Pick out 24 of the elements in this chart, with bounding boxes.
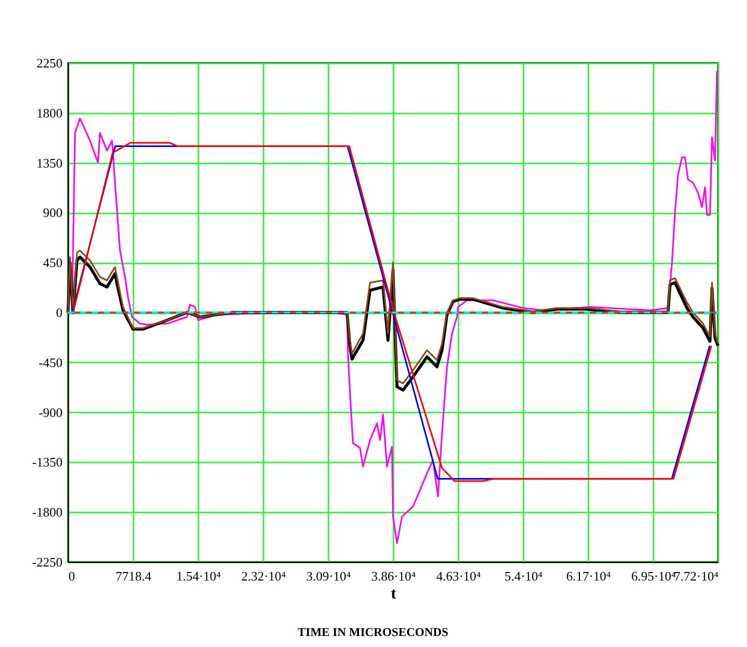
x-tick-label: 7.72·10⁴	[674, 568, 719, 584]
x-tick-label: 7718.4	[116, 568, 152, 584]
x-tick-label: 0	[68, 568, 75, 584]
y-tick-label: -1800	[32, 504, 62, 520]
x-tick-label: 4.63·10⁴	[436, 568, 482, 584]
text: TIME IN MICROSECONDS	[298, 625, 449, 639]
x-tick-label: 6.17·10⁴	[566, 568, 612, 584]
y-tick-label: -900	[38, 404, 62, 420]
x-axis-title: t	[390, 586, 397, 602]
x-tick-label: 1.54·10⁴	[176, 568, 222, 584]
y-tick-label: -450	[38, 354, 62, 370]
y-tick-label: -2250	[32, 554, 62, 570]
x-tick-label: 2.32·10⁴	[241, 568, 286, 584]
y-tick-label: 900	[43, 205, 62, 220]
y-tick-label: 2250	[36, 56, 62, 70]
x-tick-label: 3.09·10⁴	[306, 568, 352, 584]
x-tick-label: 5.4·10⁴	[504, 568, 544, 584]
y-tick-label: 450	[43, 255, 62, 270]
y-tick-label: 1800	[36, 105, 62, 120]
x-tick-label: 6.95·10⁴	[631, 568, 676, 584]
x-tick-label: 3.86·10⁴	[371, 568, 416, 584]
y-tick-label: 1350	[36, 155, 62, 170]
y-tick-label: 0	[56, 305, 62, 320]
y-tick-label: -1350	[32, 454, 62, 470]
